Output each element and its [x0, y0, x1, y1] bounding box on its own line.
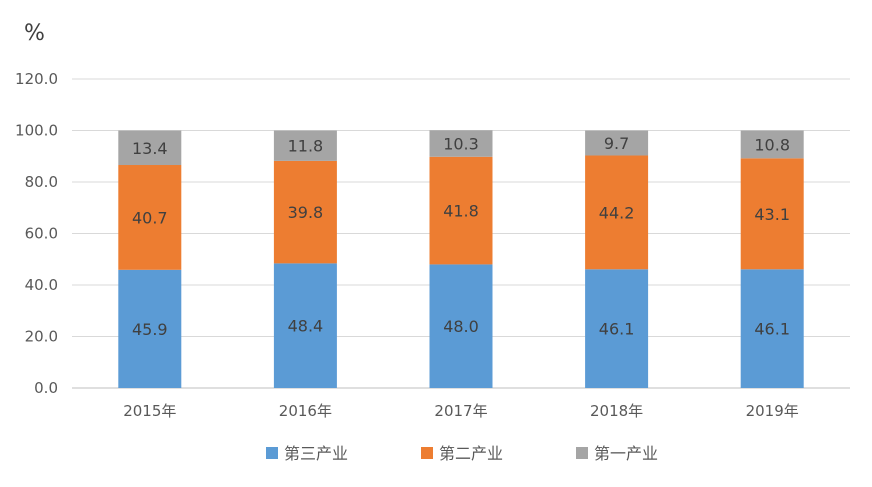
- y-axis-ticks: 0.0 20.0 40.0 60.0 80.0 100.0 120.0: [15, 70, 58, 397]
- y-tick-label: 120.0: [15, 70, 58, 88]
- bar-segment: [118, 269, 182, 388]
- data-label: 46.1: [599, 320, 635, 339]
- y-tick-label: 40.0: [25, 276, 58, 294]
- legend-label: 第二产业: [439, 444, 503, 463]
- x-category-label: 2017年: [434, 402, 487, 420]
- bar-segment: [118, 165, 182, 270]
- x-category-label: 2016年: [279, 402, 332, 420]
- data-label: 48.0: [443, 317, 479, 336]
- y-unit-label: %: [24, 21, 45, 46]
- data-label: 9.7: [604, 134, 629, 153]
- legend-label: 第三产业: [284, 444, 348, 463]
- bar-segment: [429, 130, 493, 157]
- bar-segment: [585, 130, 649, 156]
- y-tick-label: 0.0: [34, 379, 58, 397]
- x-axis-categories: 2015年 2016年 2017年 2018年 2019年: [123, 402, 799, 420]
- bar-segment: [429, 264, 493, 388]
- x-category-label: 2015年: [123, 402, 176, 420]
- bar-segment: [740, 269, 804, 388]
- legend-swatch: [421, 447, 433, 459]
- data-label: 46.1: [754, 320, 790, 339]
- legend-swatch: [576, 447, 588, 459]
- data-label: 40.7: [132, 208, 168, 227]
- bar-segment: [273, 130, 337, 161]
- bars: 45.9 40.7 13.4 48.4 39.8 11.8 48.0 41.8 10.3 46.1…: [118, 130, 804, 388]
- data-label: 13.4: [132, 139, 168, 158]
- y-tick-label: 100.0: [15, 122, 58, 140]
- y-tick-label: 60.0: [25, 225, 58, 243]
- bar-segment: [740, 130, 804, 159]
- data-label: 43.1: [754, 205, 790, 224]
- data-label: 41.8: [443, 202, 479, 221]
- bar-segment: [585, 155, 649, 270]
- data-label: 44.2: [599, 203, 635, 222]
- legend-label: 第一产业: [594, 444, 658, 463]
- bar-segment: [273, 160, 337, 264]
- legend-swatch: [266, 447, 278, 459]
- y-tick-label: 20.0: [25, 328, 58, 346]
- bar-segment: [273, 263, 337, 388]
- y-tick-label: 80.0: [25, 173, 58, 191]
- data-label: 39.8: [288, 203, 324, 222]
- bar-segment: [118, 130, 182, 166]
- data-label: 48.4: [288, 317, 324, 336]
- data-label: 10.8: [754, 135, 790, 154]
- data-label: 11.8: [288, 137, 324, 156]
- bar-segment: [585, 269, 649, 388]
- bar-segment: [429, 156, 493, 265]
- bar-segment: [740, 158, 804, 270]
- legend: 第三产业 第二产业 第一产业: [266, 444, 658, 463]
- data-label: 10.3: [443, 135, 479, 154]
- x-category-label: 2018年: [590, 402, 643, 420]
- x-category-label: 2019年: [746, 402, 799, 420]
- data-label: 45.9: [132, 320, 168, 339]
